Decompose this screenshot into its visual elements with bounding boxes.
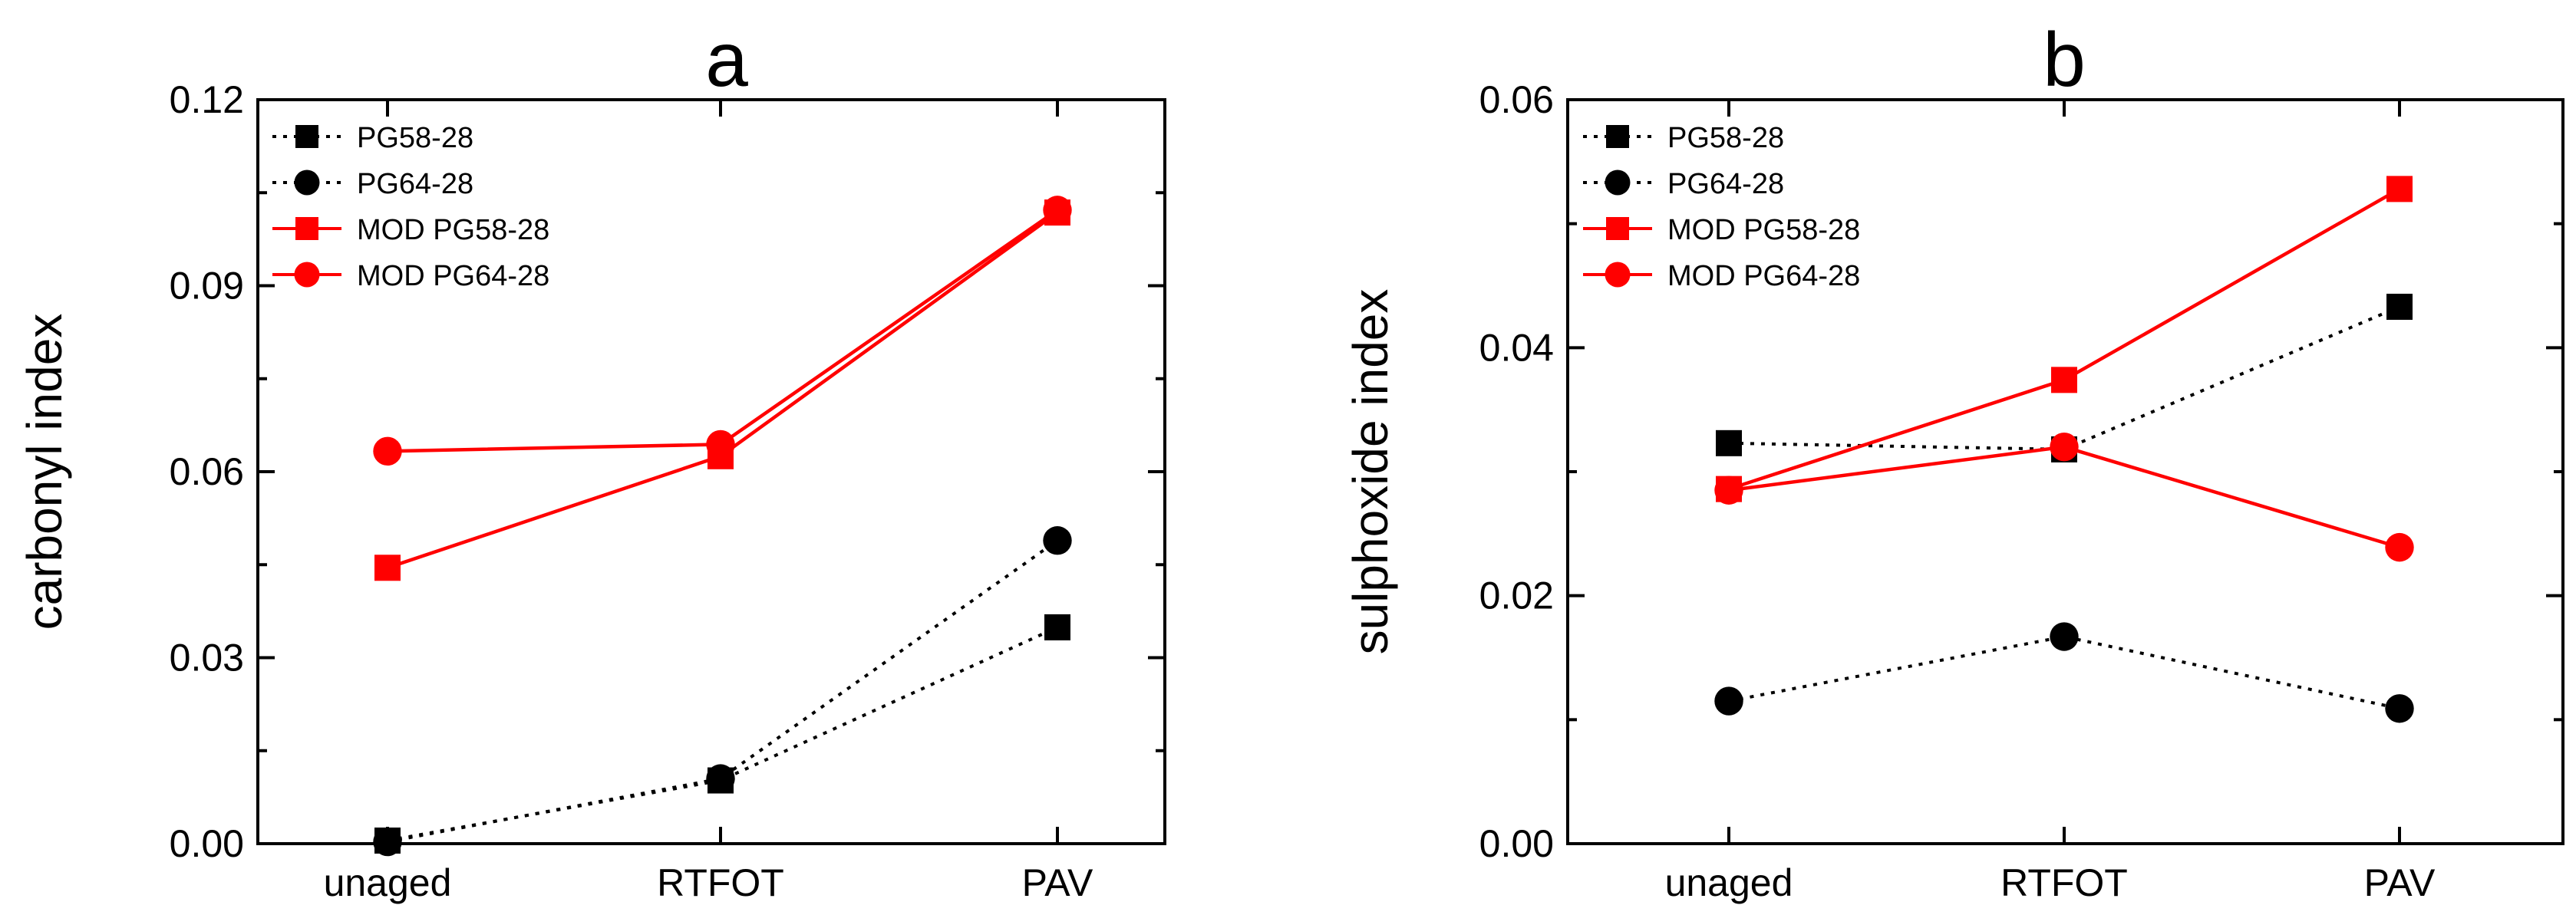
legend-label: MOD PG58-28 <box>1667 214 1860 246</box>
y-tick-label: 0.12 <box>170 78 244 121</box>
data-point <box>1716 430 1742 456</box>
x-tick-label: RTFOT <box>657 861 784 904</box>
data-point <box>2386 293 2413 320</box>
series-mod-pg64-28 <box>1714 432 2414 562</box>
x-tick-label: unaged <box>1665 861 1793 904</box>
panel-title: b <box>2043 17 2086 103</box>
legend-marker <box>1605 170 1631 196</box>
series-pg64-28 <box>373 526 1072 857</box>
legend-marker <box>294 262 320 288</box>
series-line <box>387 209 1059 453</box>
y-tick-label: 0.00 <box>1479 822 1554 865</box>
y-tick-label: 0.06 <box>1479 78 1554 121</box>
series-line <box>387 626 1058 842</box>
y-tick-label: 0.09 <box>170 265 244 308</box>
legend-marker <box>1606 125 1629 148</box>
data-point <box>706 764 735 793</box>
data-point <box>373 827 402 857</box>
data-point <box>373 436 402 466</box>
data-point <box>2385 532 2414 562</box>
data-point <box>2050 622 2079 651</box>
series-pg64-28 <box>1714 622 2414 723</box>
data-point <box>2051 367 2077 393</box>
legend-marker <box>295 217 318 240</box>
legend-label: PG58-28 <box>1667 122 1784 154</box>
x-tick-label: PAV <box>1022 861 1093 904</box>
plot-frame <box>1566 98 2564 845</box>
x-tick-label: PAV <box>2364 861 2436 904</box>
series-line <box>387 539 1059 844</box>
data-point <box>2386 176 2413 202</box>
data-point <box>1043 526 1072 555</box>
y-axis-label: sulphoxide index <box>1343 289 1398 655</box>
legend-label: PG64-28 <box>1667 168 1784 200</box>
data-point <box>2385 694 2414 723</box>
x-tick-label: unaged <box>324 861 452 904</box>
series-line <box>1728 634 2400 710</box>
y-tick-label: 0.02 <box>1479 574 1554 617</box>
legend: PG58-28 PG64-28 MOD PG58-28 MOD PG64-28 <box>272 122 549 292</box>
panel-title: a <box>705 17 748 103</box>
legend-marker <box>1606 217 1629 240</box>
legend-label: PG64-28 <box>357 168 473 200</box>
data-point <box>1043 196 1072 225</box>
panel-b: 0.00 0.02 0.04 0.06 unaged RTFOT PAV b sulphoxid… <box>1343 17 2564 904</box>
panel-a: 0.00 0.03 0.06 0.09 0.12 unaged RTFOT PAV a carbo… <box>17 17 1166 904</box>
y-tick-label: 0.00 <box>170 822 244 865</box>
y-tick-label: 0.03 <box>170 637 244 680</box>
series-pg58-28 <box>374 614 1070 854</box>
legend-marker <box>1605 262 1631 288</box>
y-tick-label: 0.06 <box>170 450 244 493</box>
data-point <box>374 555 401 581</box>
data-point <box>1714 686 1743 716</box>
data-point <box>1044 614 1070 640</box>
data-point <box>706 430 735 459</box>
y-axis-label: carbonyl index <box>17 314 72 630</box>
legend-label: PG58-28 <box>357 122 473 154</box>
legend: PG58-28 PG64-28 MOD PG58-28 MOD PG64-28 <box>1583 122 1860 292</box>
y-tick-label: 0.04 <box>1479 326 1554 369</box>
legend-marker <box>295 125 318 148</box>
series-mod-pg64-28 <box>373 196 1072 466</box>
legend-label: MOD PG64-28 <box>357 260 549 292</box>
legend-marker <box>294 170 320 196</box>
data-point <box>1714 476 1743 505</box>
data-point <box>2050 432 2079 462</box>
legend-label: MOD PG64-28 <box>1667 260 1860 292</box>
x-tick-label: RTFOT <box>2000 861 2128 904</box>
plot-frame <box>256 98 1166 845</box>
series-mod-pg58-28 <box>374 199 1070 581</box>
legend-label: MOD PG58-28 <box>357 214 549 246</box>
